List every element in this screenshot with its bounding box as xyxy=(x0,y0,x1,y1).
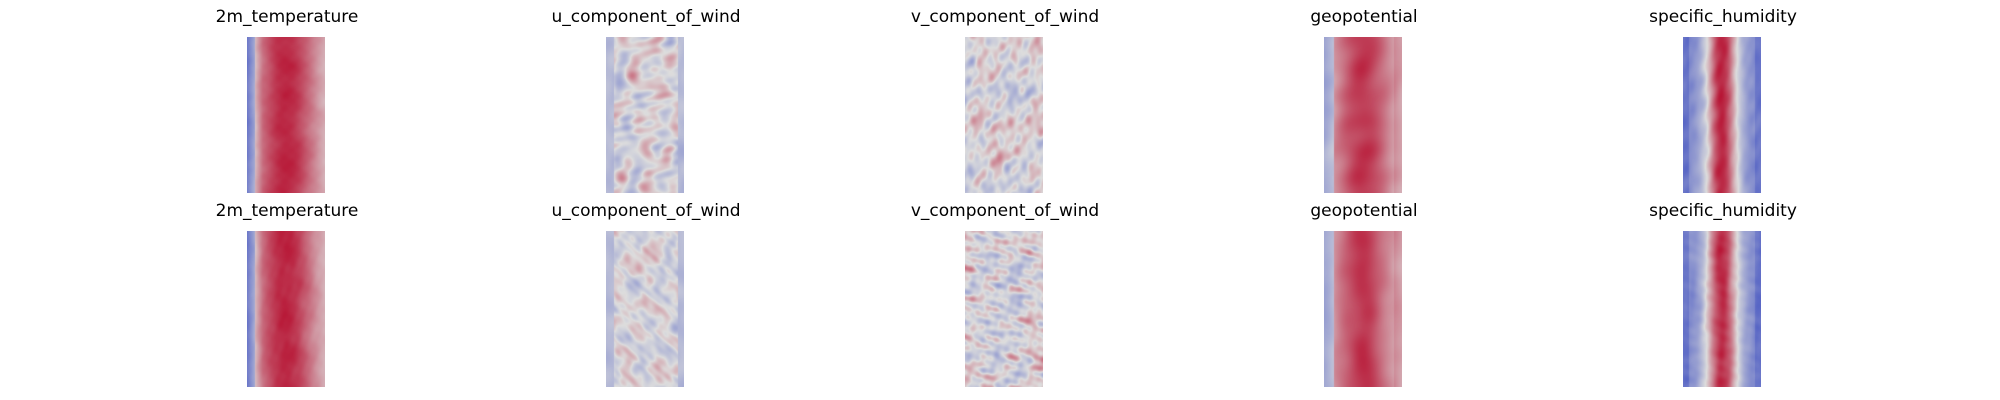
panel-title: v_component_of_wind xyxy=(910,7,1100,27)
heatmap-u-component-of-wind xyxy=(606,231,684,387)
heatmap-specific-humidity xyxy=(1683,37,1761,193)
panel-title: 2m_temperature xyxy=(215,201,359,221)
panel-title: v_component_of_wind xyxy=(910,201,1100,221)
heatmap-2m-temperature xyxy=(247,231,325,387)
panel-title: specific_humidity xyxy=(1649,201,1797,221)
panel-title: specific_humidity xyxy=(1649,7,1797,27)
panel-title: geopotential xyxy=(1310,7,1418,27)
heatmap-u-component-of-wind xyxy=(606,37,684,193)
heatmap-v-component-of-wind xyxy=(965,231,1043,387)
panel-title: 2m_temperature xyxy=(215,7,359,27)
heatmap-v-component-of-wind xyxy=(965,37,1043,193)
panel-title: u_component_of_wind xyxy=(551,7,741,27)
heatmap-geopotential xyxy=(1324,37,1402,193)
heatmap-specific-humidity xyxy=(1683,231,1761,387)
panel-title: geopotential xyxy=(1310,201,1418,221)
heatmap-geopotential xyxy=(1324,231,1402,387)
heatmap-2m-temperature xyxy=(247,37,325,193)
panel-title: u_component_of_wind xyxy=(551,201,741,221)
